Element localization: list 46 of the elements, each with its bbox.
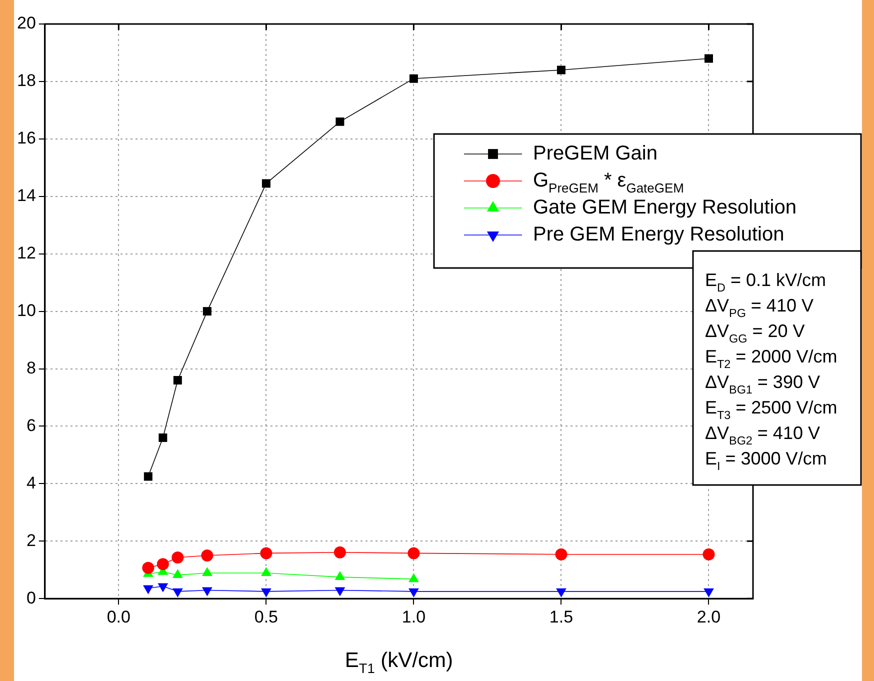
point bbox=[702, 548, 715, 560]
point bbox=[172, 588, 183, 598]
point bbox=[409, 74, 418, 83]
x-tick-label: 0.0 bbox=[106, 607, 130, 626]
y-tick-label: 14 bbox=[16, 186, 36, 206]
y-tick-label: 4 bbox=[26, 473, 36, 492]
point bbox=[202, 307, 212, 316]
point bbox=[334, 546, 346, 558]
point bbox=[144, 472, 152, 481]
point bbox=[704, 54, 713, 63]
point bbox=[704, 588, 714, 598]
y-tick-label: 2 bbox=[26, 530, 36, 550]
point bbox=[260, 588, 272, 598]
point bbox=[156, 558, 169, 570]
point bbox=[556, 66, 566, 74]
y-tick-label: 10 bbox=[16, 300, 36, 320]
point bbox=[556, 588, 566, 598]
point bbox=[201, 550, 214, 562]
y-tick-label: 18 bbox=[16, 71, 36, 90]
point bbox=[158, 433, 168, 442]
point bbox=[142, 585, 154, 594]
point bbox=[202, 587, 212, 596]
point bbox=[262, 179, 270, 188]
x-tick-label: 1.0 bbox=[402, 607, 426, 626]
y-tick-label: 12 bbox=[16, 244, 36, 263]
x-tick-label: 2.0 bbox=[696, 607, 721, 626]
point bbox=[260, 547, 272, 560]
y-tick-label: 20 bbox=[16, 14, 36, 33]
legend-label: Pre GEM Energy Resolution bbox=[533, 224, 784, 246]
legend-label: PreGEM Gain bbox=[533, 142, 658, 165]
y-tick-label: 0 bbox=[26, 588, 36, 608]
point bbox=[142, 562, 154, 574]
legend-label: Gate GEM Energy Resolution bbox=[533, 196, 796, 219]
point bbox=[408, 588, 419, 598]
y-tick-label: 8 bbox=[26, 358, 36, 378]
point bbox=[173, 376, 182, 384]
y-tick-label: 16 bbox=[16, 128, 36, 148]
point bbox=[336, 117, 344, 126]
point bbox=[408, 547, 420, 560]
point bbox=[172, 552, 184, 564]
y-tick-label: 6 bbox=[26, 416, 36, 435]
x-tick-label: 1.5 bbox=[549, 607, 574, 626]
x-tick-label: 0.5 bbox=[254, 607, 278, 626]
point bbox=[158, 583, 168, 592]
point bbox=[555, 548, 568, 560]
point bbox=[334, 587, 346, 596]
